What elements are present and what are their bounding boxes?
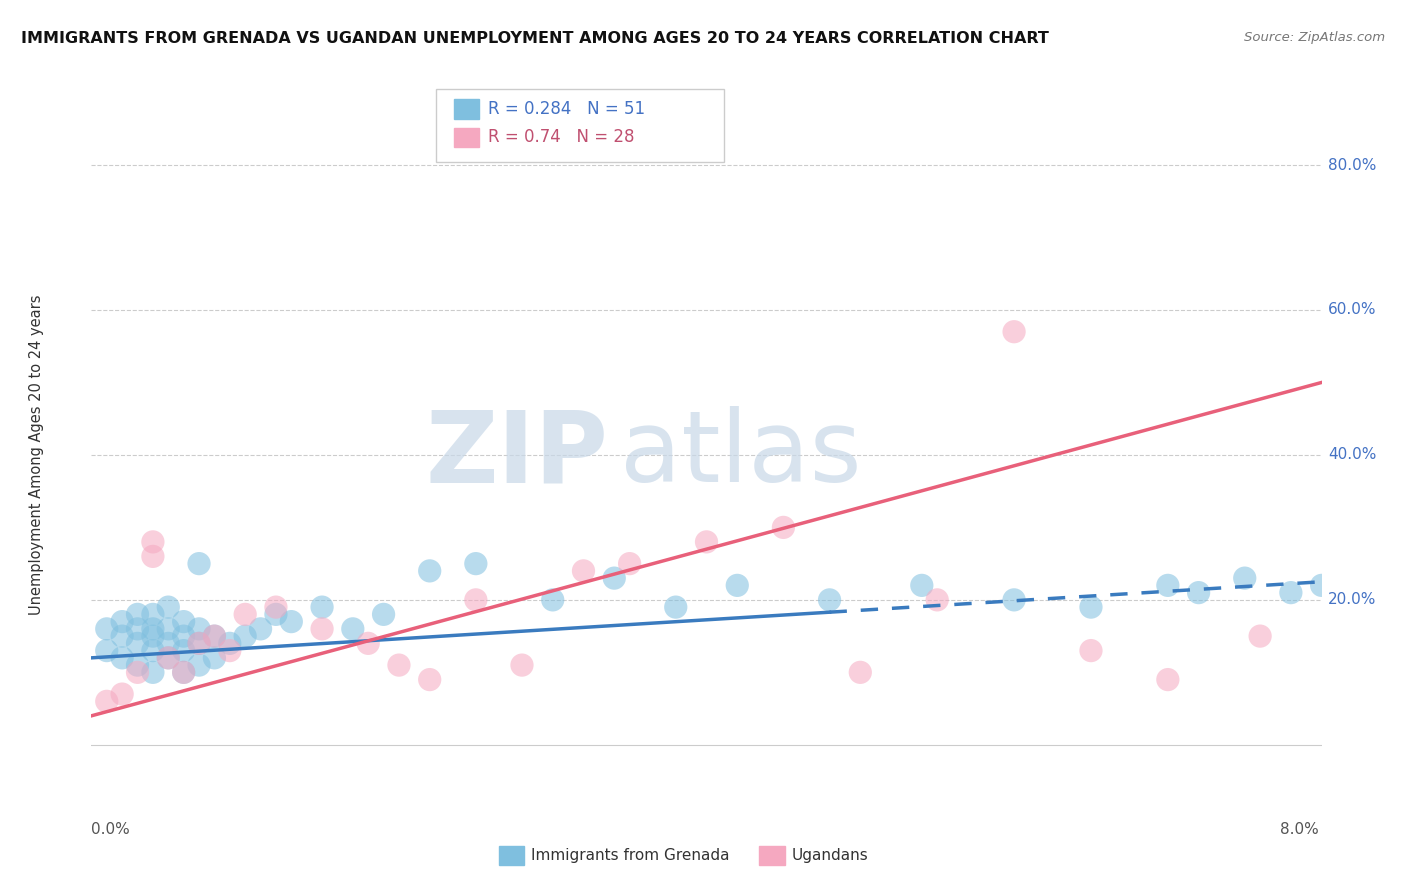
Text: Source: ZipAtlas.com: Source: ZipAtlas.com: [1244, 31, 1385, 45]
Point: [311, 622, 333, 636]
Point: [911, 578, 934, 592]
Point: [111, 629, 134, 643]
Text: 60.0%: 60.0%: [1327, 302, 1376, 318]
Point: [373, 607, 395, 622]
Point: [264, 600, 287, 615]
Text: 80.0%: 80.0%: [1327, 158, 1376, 172]
Point: [772, 520, 794, 534]
Point: [142, 534, 165, 549]
Point: [111, 687, 134, 701]
Point: [419, 564, 441, 578]
Point: [202, 629, 225, 643]
Point: [157, 651, 180, 665]
Point: [249, 622, 271, 636]
Point: [849, 665, 872, 680]
Point: [202, 651, 225, 665]
Point: [342, 622, 364, 636]
Point: [1002, 325, 1025, 339]
Point: [218, 636, 240, 650]
Point: [173, 665, 195, 680]
Text: 8.0%: 8.0%: [1279, 822, 1319, 837]
Point: [142, 629, 165, 643]
Point: [157, 622, 180, 636]
Point: [464, 557, 486, 571]
Point: [127, 622, 149, 636]
Text: Ugandans: Ugandans: [792, 848, 869, 863]
Point: [157, 600, 180, 615]
Point: [1002, 592, 1025, 607]
Point: [233, 607, 256, 622]
Point: [695, 534, 717, 549]
Point: [818, 592, 841, 607]
Point: [218, 643, 240, 657]
Point: [419, 673, 441, 687]
Text: Immigrants from Grenada: Immigrants from Grenada: [531, 848, 730, 863]
Text: Unemployment Among Ages 20 to 24 years: Unemployment Among Ages 20 to 24 years: [28, 294, 44, 615]
Point: [111, 651, 134, 665]
Point: [188, 622, 211, 636]
Text: ZIP: ZIP: [425, 407, 607, 503]
Point: [619, 557, 641, 571]
Point: [665, 600, 688, 615]
Text: 20.0%: 20.0%: [1327, 592, 1376, 607]
Point: [173, 615, 195, 629]
Point: [142, 643, 165, 657]
Point: [311, 600, 333, 615]
Point: [202, 629, 225, 643]
Point: [603, 571, 626, 585]
Point: [510, 658, 533, 673]
Point: [96, 694, 118, 708]
Point: [388, 658, 411, 673]
Point: [1080, 600, 1102, 615]
Text: 0.0%: 0.0%: [91, 822, 131, 837]
Text: IMMIGRANTS FROM GRENADA VS UGANDAN UNEMPLOYMENT AMONG AGES 20 TO 24 YEARS CORREL: IMMIGRANTS FROM GRENADA VS UGANDAN UNEMP…: [21, 31, 1049, 46]
Point: [157, 651, 180, 665]
Point: [173, 629, 195, 643]
Point: [173, 643, 195, 657]
Point: [1233, 571, 1256, 585]
Point: [142, 665, 165, 680]
Point: [1279, 585, 1302, 599]
Point: [264, 607, 287, 622]
Point: [142, 549, 165, 564]
Point: [541, 592, 564, 607]
Point: [927, 592, 949, 607]
Text: 40.0%: 40.0%: [1327, 448, 1376, 462]
Point: [188, 636, 211, 650]
Point: [464, 592, 486, 607]
Point: [96, 643, 118, 657]
Point: [96, 622, 118, 636]
Point: [725, 578, 748, 592]
Point: [142, 622, 165, 636]
Point: [127, 658, 149, 673]
Text: R = 0.74   N = 28: R = 0.74 N = 28: [488, 128, 634, 146]
Point: [127, 665, 149, 680]
Point: [1249, 629, 1271, 643]
Point: [572, 564, 595, 578]
Point: [188, 658, 211, 673]
Point: [1187, 585, 1209, 599]
Point: [127, 636, 149, 650]
Point: [233, 629, 256, 643]
Point: [173, 665, 195, 680]
Point: [1310, 578, 1333, 592]
Point: [1157, 673, 1180, 687]
Point: [127, 607, 149, 622]
Point: [188, 636, 211, 650]
Point: [280, 615, 302, 629]
Point: [157, 636, 180, 650]
Point: [1157, 578, 1180, 592]
Text: R = 0.284   N = 51: R = 0.284 N = 51: [488, 100, 645, 118]
Text: atlas: atlas: [620, 407, 862, 503]
Point: [142, 607, 165, 622]
Point: [1080, 643, 1102, 657]
Point: [188, 557, 211, 571]
Point: [357, 636, 380, 650]
Point: [111, 615, 134, 629]
